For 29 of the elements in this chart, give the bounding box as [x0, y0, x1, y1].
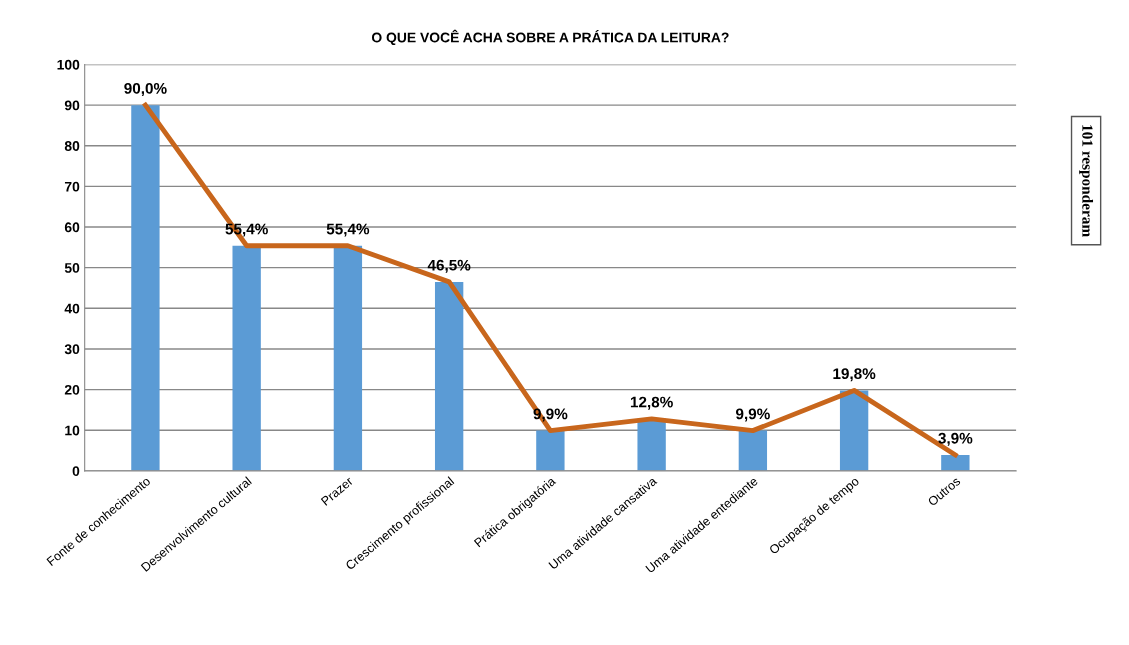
data-label: 55,4% — [326, 223, 370, 237]
bar — [637, 418, 666, 471]
data-label: 12,8% — [630, 396, 673, 410]
y-tick-label: 20 — [64, 384, 80, 395]
y-tick-label: 80 — [64, 141, 80, 151]
data-label: 46,5% — [427, 259, 471, 273]
y-tick-label: 100 — [57, 59, 80, 70]
bar — [839, 390, 869, 471]
y-tick-label: 50 — [64, 263, 80, 273]
bar — [434, 281, 464, 471]
bar — [131, 105, 160, 471]
y-tick-label: 90 — [64, 100, 80, 111]
data-label: 9,9% — [735, 408, 770, 422]
y-tick-label: 0 — [72, 466, 80, 477]
y-tick-label: 70 — [64, 181, 80, 192]
y-tick-label: 30 — [64, 344, 80, 355]
data-label: 90,0% — [124, 82, 167, 96]
y-tick-label: 40 — [64, 303, 80, 314]
y-tick-label: 10 — [65, 425, 80, 436]
bar — [232, 245, 261, 471]
data-label: 3,9% — [938, 432, 973, 446]
text: 101 responderam — [1079, 125, 1094, 237]
bar — [536, 430, 565, 471]
bar — [941, 455, 970, 471]
data-label: 19,8% — [833, 368, 876, 382]
y-tick-label: 60 — [64, 222, 80, 233]
bar — [738, 430, 768, 471]
bar — [333, 245, 363, 471]
chart-title: O QUE VOCÊ ACHA SOBRE A PRÁTICA DA LEITURA? — [371, 29, 729, 46]
